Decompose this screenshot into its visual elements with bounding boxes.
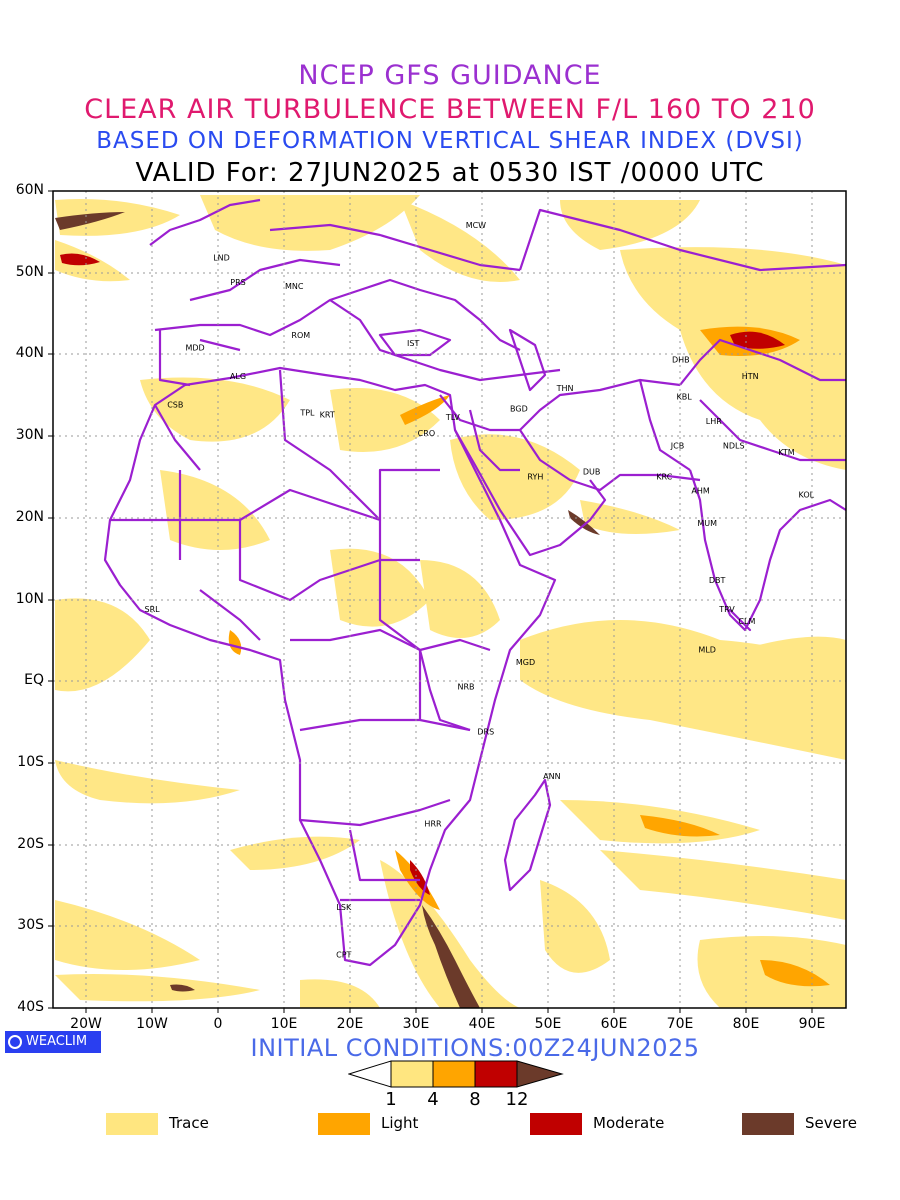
colorbar-tick-4: 4 — [427, 1089, 439, 1110]
city-label-cpt: CPT — [336, 950, 351, 959]
city-label-lhr: LHR — [706, 417, 722, 426]
legend-light-label: Light — [381, 1114, 419, 1132]
graticule — [53, 191, 846, 1008]
city-label-ryh: RYH — [527, 472, 543, 481]
city-label-thn: THN — [556, 384, 574, 393]
city-label-prs: PRS — [230, 278, 245, 287]
lon-label-40e: 40E — [468, 1016, 496, 1032]
colorbar — [348, 1060, 564, 1088]
colorbar-moderate-box — [474, 1060, 518, 1088]
city-label-rom: ROM — [291, 331, 310, 340]
city-label-mcw: MCW — [466, 221, 486, 230]
city-label-dub: DUB — [583, 468, 601, 477]
lon-label-50e: 50E — [534, 1016, 562, 1032]
title-line-2: CLEAR AIR TURBULENCE BETWEEN F/L 160 TO … — [84, 94, 816, 125]
city-label-hrr: HRR — [424, 820, 442, 829]
city-label-mum: MUM — [697, 519, 717, 528]
lon-label-70e: 70E — [666, 1016, 694, 1032]
city-label-cro: CRO — [418, 429, 435, 438]
city-label-htn: HTN — [742, 372, 759, 381]
country-boundaries — [103, 198, 846, 967]
city-label-kol: KOL — [799, 490, 815, 499]
legend-moderate-label: Moderate — [593, 1114, 665, 1132]
lat-label-30n: 30N — [15, 427, 44, 443]
city-label-dbt: DBT — [709, 576, 726, 585]
lat-label-50n: 50N — [15, 264, 44, 280]
initial-conditions: INITIAL CONDITIONS:00Z24JUN2025 — [250, 1034, 700, 1062]
legend-light-swatch — [318, 1113, 370, 1135]
city-label-ahm: AHM — [691, 486, 709, 495]
lon-label-0: 0 — [213, 1016, 223, 1032]
legend-trace-swatch — [106, 1113, 158, 1135]
city-label-csb: CSB — [167, 401, 183, 410]
lat-label-20n: 20N — [15, 509, 44, 525]
lat-label-10n: 10N — [15, 591, 44, 607]
logo-text: WEACLIM — [26, 1034, 88, 1049]
city-label-mdd: MDD — [185, 343, 204, 352]
lon-label-30e: 30E — [402, 1016, 430, 1032]
city-label-ann: ANN — [543, 772, 560, 781]
city-label-ist: IST — [407, 339, 419, 348]
axis-ticks — [48, 190, 813, 1013]
lon-label-90e: 90E — [798, 1016, 826, 1032]
city-label-ndls: NDLS — [723, 441, 745, 450]
valid-time: VALID For: 27JUN2025 at 0530 IST /0000 U… — [135, 158, 765, 188]
city-label-nrb: NRB — [457, 682, 474, 691]
colorbar-severe-triangle — [516, 1060, 564, 1088]
city-label-drs: DRS — [477, 727, 494, 736]
weaclim-logo: WEACLIM — [5, 1031, 101, 1053]
turbulence-severe-areas — [55, 212, 600, 1008]
city-label-mld: MLD — [698, 646, 716, 655]
city-label-tlv: TLV — [445, 413, 460, 422]
colorbar-below-triangle — [348, 1060, 392, 1088]
legend-severe-swatch — [742, 1113, 794, 1135]
colorbar-tick-1: 1 — [385, 1089, 397, 1110]
turbulence-trace-areas — [55, 195, 846, 1008]
city-label-jcb: JCB — [670, 441, 684, 450]
map-area: MCW LND PRS MNC ROM MDD IST ALG CSB TPL KRT TLV CRO B… — [53, 191, 846, 1008]
lon-label-10e: 10E — [270, 1016, 298, 1032]
lat-label-40n: 40N — [15, 345, 44, 361]
lon-label-80e: 80E — [732, 1016, 760, 1032]
city-label-krc: KRC — [656, 472, 672, 481]
city-label-mgd: MGD — [516, 658, 535, 667]
title-line-1: NCEP GFS GUIDANCE — [298, 60, 602, 91]
city-label-krt: KRT — [320, 410, 335, 419]
city-label-bgd: BGD — [510, 405, 528, 414]
lat-label-20s: 20S — [17, 836, 44, 852]
lon-label-20e: 20E — [336, 1016, 364, 1032]
lon-label-20w: 20W — [70, 1016, 102, 1032]
city-label-kbl: KBL — [676, 392, 692, 401]
city-label-ktm: KTM — [778, 448, 795, 457]
legend-moderate-swatch — [530, 1113, 582, 1135]
lon-label-60e: 60E — [600, 1016, 628, 1032]
legend-trace-label: Trace — [169, 1114, 209, 1132]
city-label-trv: TRV — [718, 605, 735, 614]
lat-label-60n: 60N — [15, 182, 44, 198]
lat-label-30s: 30S — [17, 917, 44, 933]
globe-ring-icon — [8, 1035, 22, 1049]
city-label-mnc: MNC — [285, 282, 304, 291]
city-label-alg: ALG — [230, 372, 246, 381]
lat-label-10s: 10S — [17, 754, 44, 770]
lat-label-eq: EQ — [24, 672, 44, 688]
city-label-tpl: TPL — [299, 409, 315, 418]
lat-label-40s: 40S — [17, 999, 44, 1015]
city-label-dhb: DHB — [672, 356, 690, 365]
legend-severe-label: Severe — [805, 1114, 857, 1132]
colorbar-tick-12: 12 — [505, 1089, 529, 1110]
city-label-srl: SRL — [145, 605, 161, 614]
colorbar-trace-box — [390, 1060, 434, 1088]
colorbar-light-box — [432, 1060, 476, 1088]
city-label-lsk: LSK — [336, 903, 352, 912]
city-label-clm: CLM — [738, 617, 755, 626]
title-line-3: BASED ON DEFORMATION VERTICAL SHEAR INDE… — [96, 128, 804, 154]
city-label-lnd: LND — [213, 253, 230, 262]
colorbar-tick-8: 8 — [469, 1089, 481, 1110]
lon-label-10w: 10W — [136, 1016, 168, 1032]
city-labels: MCW LND PRS MNC ROM MDD IST ALG CSB TPL KRT TLV CRO B… — [145, 221, 815, 959]
